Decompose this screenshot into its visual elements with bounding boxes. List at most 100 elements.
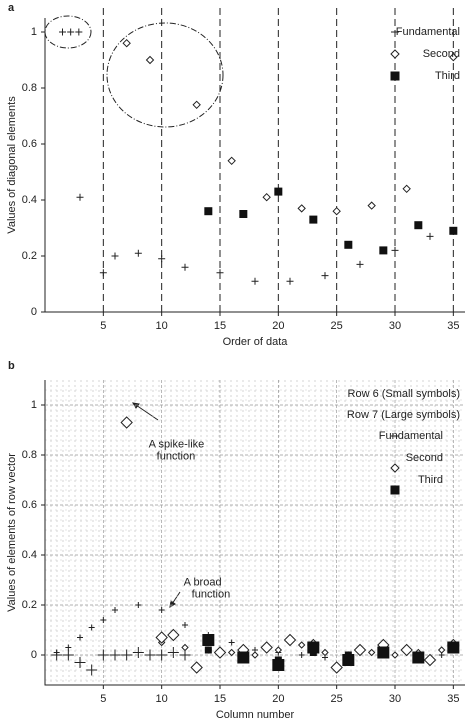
marker-diamond	[227, 156, 236, 166]
marker-plus	[228, 639, 235, 646]
marker-plus	[179, 649, 191, 661]
marker-diamond	[297, 204, 306, 213]
y-tick-label: 0.4	[22, 194, 37, 206]
marker-plus	[426, 232, 434, 240]
marker-diamond	[353, 643, 367, 657]
x-tick-label: 30	[389, 693, 401, 705]
marker-square	[204, 207, 213, 216]
marker-diamond	[367, 648, 376, 657]
y-tick-label: 0.4	[22, 549, 37, 561]
marker-square	[377, 646, 390, 659]
axis-frame	[44, 18, 465, 313]
legend-label: Fundamental	[396, 26, 460, 38]
legend-marker	[390, 485, 400, 495]
annotation: function	[192, 588, 231, 600]
y-tick-label: 0.2	[22, 599, 37, 611]
marker-diamond	[122, 38, 131, 48]
marker-diamond	[321, 648, 329, 657]
marker-plus	[99, 269, 107, 277]
marker-square	[447, 641, 460, 654]
marker-diamond	[262, 192, 271, 202]
marker-square	[307, 641, 320, 654]
marker-square	[344, 240, 353, 249]
marker-plus	[158, 607, 165, 613]
marker-plus	[88, 624, 95, 631]
marker-diamond	[145, 55, 155, 65]
marker-plus	[111, 252, 119, 260]
marker-plus	[216, 269, 224, 277]
marker-square	[274, 187, 283, 196]
marker-plus	[76, 193, 84, 201]
marker-square	[239, 210, 248, 218]
legend-label: Second	[406, 452, 443, 464]
marker-plus	[144, 649, 156, 661]
y-tick-label: 1	[31, 26, 37, 38]
marker-diamond	[181, 643, 189, 652]
annotation: A broad	[184, 576, 222, 588]
x-tick-label: 5	[100, 693, 106, 705]
marker-plus	[109, 649, 121, 661]
marker-plus	[97, 649, 109, 661]
marker-diamond	[297, 641, 306, 649]
marker-square	[237, 651, 250, 664]
marker-plus	[135, 602, 142, 608]
marker-square	[379, 246, 388, 255]
y-axis-label: Values of elements of row vector	[6, 453, 18, 612]
y-tick-label: 0	[31, 649, 37, 661]
marker-diamond	[274, 646, 283, 654]
y-tick-label: 0.8	[22, 82, 37, 94]
x-tick-label: 15	[214, 693, 226, 705]
marker-diamond	[391, 651, 399, 659]
y-tick-label: 1	[31, 399, 37, 411]
marker-square	[272, 659, 285, 671]
x-tick-label: 20	[272, 693, 284, 705]
x-tick-label: 35	[447, 320, 459, 332]
highlight-ellipse	[44, 15, 92, 49]
legend-label: Row 7 (Large symbols)	[347, 409, 460, 421]
x-tick-label: 25	[331, 693, 343, 705]
marker-plus	[134, 249, 142, 257]
marker-plus	[75, 28, 83, 36]
marker-plus	[298, 652, 305, 658]
marker-diamond	[227, 648, 236, 657]
y-tick-label: 0.6	[22, 499, 37, 511]
marker-diamond	[190, 661, 203, 674]
axis-frame	[44, 380, 465, 686]
marker-plus	[251, 277, 259, 285]
marker-plus	[182, 622, 188, 628]
marker-plus	[112, 607, 118, 613]
marker-square	[414, 221, 423, 230]
marker-plus	[167, 647, 179, 658]
panel-label: b	[8, 360, 15, 372]
marker-diamond	[400, 643, 413, 657]
x-tick-label: 30	[389, 320, 401, 332]
legend-label: Fundamental	[379, 430, 443, 442]
y-tick-label: 0.2	[22, 250, 37, 262]
marker-plus	[156, 649, 168, 661]
marker-plus	[132, 647, 144, 658]
legend-label: Third	[435, 70, 460, 82]
legend-label: Row 6 (Small symbols)	[348, 388, 460, 400]
arrow-head	[132, 402, 140, 409]
marker-plus	[286, 277, 294, 285]
marker-diamond	[260, 641, 273, 654]
x-tick-label: 25	[331, 320, 343, 332]
marker-plus	[86, 664, 98, 676]
marker-plus	[121, 649, 133, 661]
marker-square	[412, 651, 425, 664]
x-axis-label: Order of data	[223, 336, 289, 348]
marker-diamond	[283, 633, 297, 647]
marker-square	[342, 654, 355, 666]
x-tick-label: 10	[156, 693, 168, 705]
marker-square	[204, 646, 212, 654]
y-tick-label: 0	[31, 306, 37, 318]
marker-diamond	[402, 184, 411, 194]
marker-diamond	[332, 206, 341, 216]
legend-marker	[390, 463, 400, 473]
marker-plus	[74, 657, 86, 668]
marker-plus	[321, 272, 329, 280]
annotation: function	[157, 450, 196, 462]
marker-diamond	[120, 416, 133, 429]
marker-plus	[51, 649, 63, 661]
